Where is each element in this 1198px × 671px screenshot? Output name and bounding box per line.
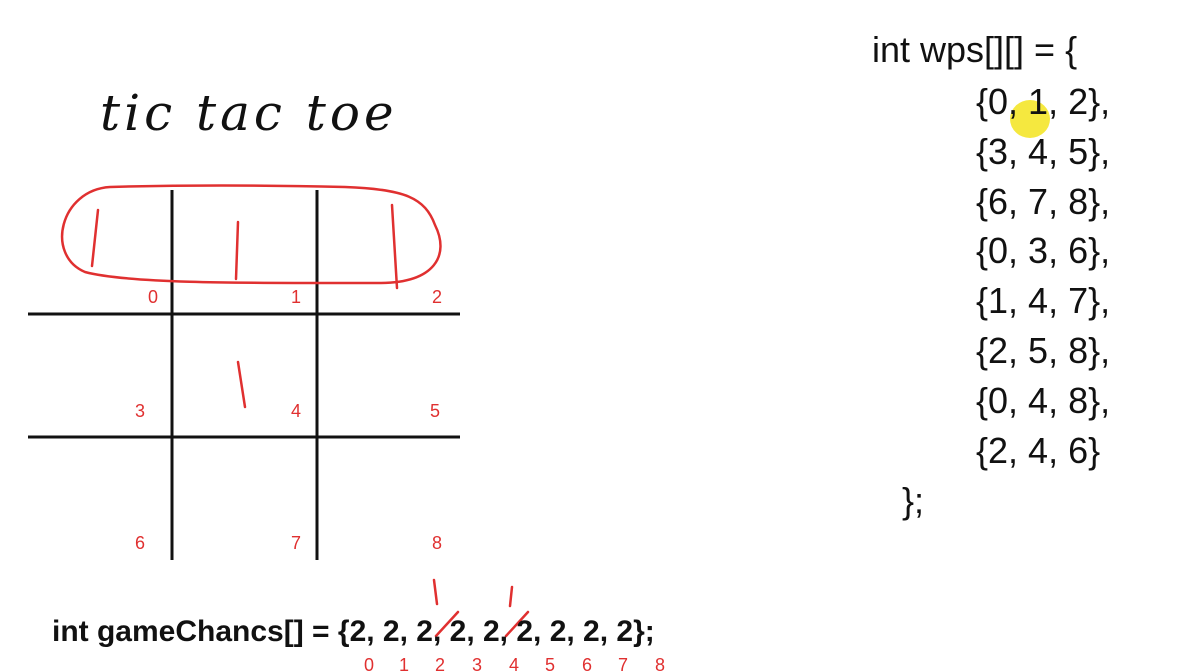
game-chances-index-7: 7: [617, 655, 628, 671]
annotation-mark-cell-0: [90, 208, 100, 268]
annotation-mark-cell-1: [234, 220, 240, 281]
cell-label-3: 3: [134, 401, 145, 421]
wps-row-2: {6, 7, 8},: [976, 181, 1111, 222]
cell-label-4: 4: [290, 401, 301, 421]
game-chances-index-4: 4: [508, 655, 519, 671]
wps-row-1: {3, 4, 5},: [976, 131, 1111, 172]
pointer-highlight-icon: [1010, 100, 1050, 138]
game-chances-index-8: 8: [654, 655, 665, 671]
cell-label-7: 7: [290, 533, 301, 553]
cell-label-0: 0: [147, 287, 158, 307]
game-chances-index-2: 2: [434, 655, 445, 671]
slide-title: tic tac toe: [100, 84, 398, 142]
game-chances-index-6: 6: [581, 655, 592, 671]
game-chances-index-0: 0: [363, 655, 374, 671]
wps-row-7: {2, 4, 6}: [976, 430, 1101, 471]
annotation-strike-4: [504, 610, 530, 638]
annotation-strike-2: [434, 610, 460, 638]
cell-label-8: 8: [431, 533, 442, 553]
cell-label-6: 6: [134, 533, 145, 553]
wps-row-0: {0, 1, 2},: [976, 81, 1111, 122]
annotation-mark-cell-4: [236, 360, 247, 409]
annotation-mark-cell-2: [390, 203, 399, 290]
cell-label-2: 2: [431, 287, 442, 307]
wps-row-4: {1, 4, 7},: [976, 280, 1111, 321]
wps-row-5: {2, 5, 8},: [976, 330, 1111, 371]
wps-closing: };: [902, 480, 925, 521]
annotation-mark-index-4: [508, 585, 514, 608]
cell-label-5: 5: [429, 401, 440, 421]
wps-row-3: {0, 3, 6},: [976, 230, 1111, 271]
game-chances-index-5: 5: [544, 655, 555, 671]
game-chances-declaration: int gameChancs[] = {2, 2, 2, 2, 2, 2, 2,…: [52, 615, 655, 648]
game-chances-index-3: 3: [471, 655, 482, 671]
annotation-row-loop: [60, 184, 442, 285]
wps-row-6: {0, 4, 8},: [976, 380, 1111, 421]
annotation-mark-index-2: [432, 578, 439, 606]
wps-declaration: int wps[][] = {: [872, 29, 1078, 70]
game-chances-index-1: 1: [398, 655, 409, 671]
cell-label-1: 1: [290, 287, 301, 307]
